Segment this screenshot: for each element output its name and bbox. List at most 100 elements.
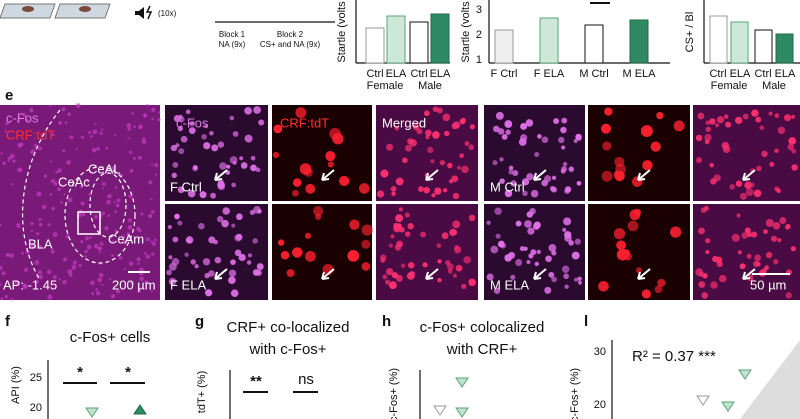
cell <box>388 243 394 248</box>
cell <box>230 289 239 297</box>
cell <box>468 278 476 287</box>
cell <box>244 106 252 115</box>
cell <box>654 285 663 294</box>
cell <box>704 133 712 142</box>
cell <box>493 287 501 294</box>
cell <box>522 190 528 197</box>
cell <box>710 281 718 289</box>
stat-label: R² = 0.37 *** <box>632 348 716 365</box>
cell <box>1 271 6 276</box>
cell <box>67 269 73 275</box>
cell <box>239 156 244 161</box>
cell <box>35 280 40 284</box>
cell <box>80 135 84 139</box>
cell <box>444 130 450 137</box>
cell <box>700 207 707 214</box>
cell <box>563 217 572 226</box>
cell <box>17 142 22 147</box>
cell <box>402 157 408 164</box>
cell <box>99 241 104 246</box>
cell <box>208 270 215 277</box>
cell <box>229 156 238 164</box>
cell <box>4 130 8 133</box>
bars <box>709 15 794 64</box>
cell <box>398 207 403 212</box>
image-label: CRF:tdT <box>280 115 329 130</box>
cell <box>172 162 179 168</box>
cell <box>452 273 457 278</box>
cell <box>57 187 62 192</box>
cell <box>406 271 415 280</box>
micrograph <box>165 204 268 300</box>
cell <box>562 227 567 232</box>
cell <box>136 257 141 262</box>
tick-label: 30 <box>594 346 606 358</box>
cell <box>393 224 401 233</box>
cell <box>756 165 762 172</box>
cell <box>101 128 104 131</box>
overview-outlines <box>22 109 150 281</box>
cell <box>127 137 130 140</box>
cell <box>253 106 262 114</box>
cell <box>510 274 516 280</box>
cell <box>777 126 786 135</box>
cell <box>577 276 582 281</box>
cell <box>244 134 253 143</box>
cell <box>247 253 252 258</box>
cell <box>94 123 97 126</box>
cell <box>185 236 194 244</box>
cell <box>564 284 569 289</box>
point <box>133 404 147 415</box>
cell <box>510 180 517 187</box>
cell <box>25 118 29 122</box>
cell <box>209 130 214 136</box>
cell <box>520 123 527 130</box>
cell <box>501 133 508 140</box>
cell <box>214 256 222 264</box>
cell <box>447 268 453 274</box>
cell <box>152 241 156 246</box>
cell <box>126 123 132 128</box>
micrograph <box>272 105 372 201</box>
cell <box>228 276 236 285</box>
cell <box>51 206 56 211</box>
image-label: CeAL <box>88 161 121 176</box>
cell <box>188 127 196 135</box>
cell <box>97 246 103 251</box>
cell <box>107 193 112 199</box>
cell <box>499 178 505 184</box>
image-label: BLA <box>28 236 53 251</box>
cell <box>75 148 79 151</box>
cell <box>339 175 350 187</box>
arrow <box>742 268 756 280</box>
cell <box>376 190 385 198</box>
cell <box>38 217 42 221</box>
sig-mark: * <box>77 364 83 381</box>
cell <box>52 232 58 237</box>
cell <box>0 283 2 286</box>
cell <box>33 143 38 148</box>
cell <box>568 166 575 172</box>
cell <box>249 209 255 216</box>
cell <box>541 136 549 144</box>
cell <box>101 211 106 216</box>
cell <box>123 267 127 270</box>
cell <box>529 207 536 215</box>
panel-title: with CRF+ <box>446 341 518 358</box>
category-label: ELA <box>430 68 451 80</box>
cell <box>695 134 703 142</box>
cell <box>132 157 136 160</box>
cell <box>629 209 641 221</box>
cell <box>140 212 144 216</box>
cell <box>2 161 6 166</box>
cell <box>568 240 574 246</box>
cell <box>563 273 569 280</box>
cell <box>84 236 89 241</box>
cell <box>11 297 14 301</box>
block-label: Block 2 <box>277 30 304 39</box>
cell <box>305 183 316 194</box>
cell <box>544 286 552 294</box>
cell <box>347 250 360 262</box>
cell <box>627 220 639 232</box>
cage-illustrations <box>0 3 111 19</box>
